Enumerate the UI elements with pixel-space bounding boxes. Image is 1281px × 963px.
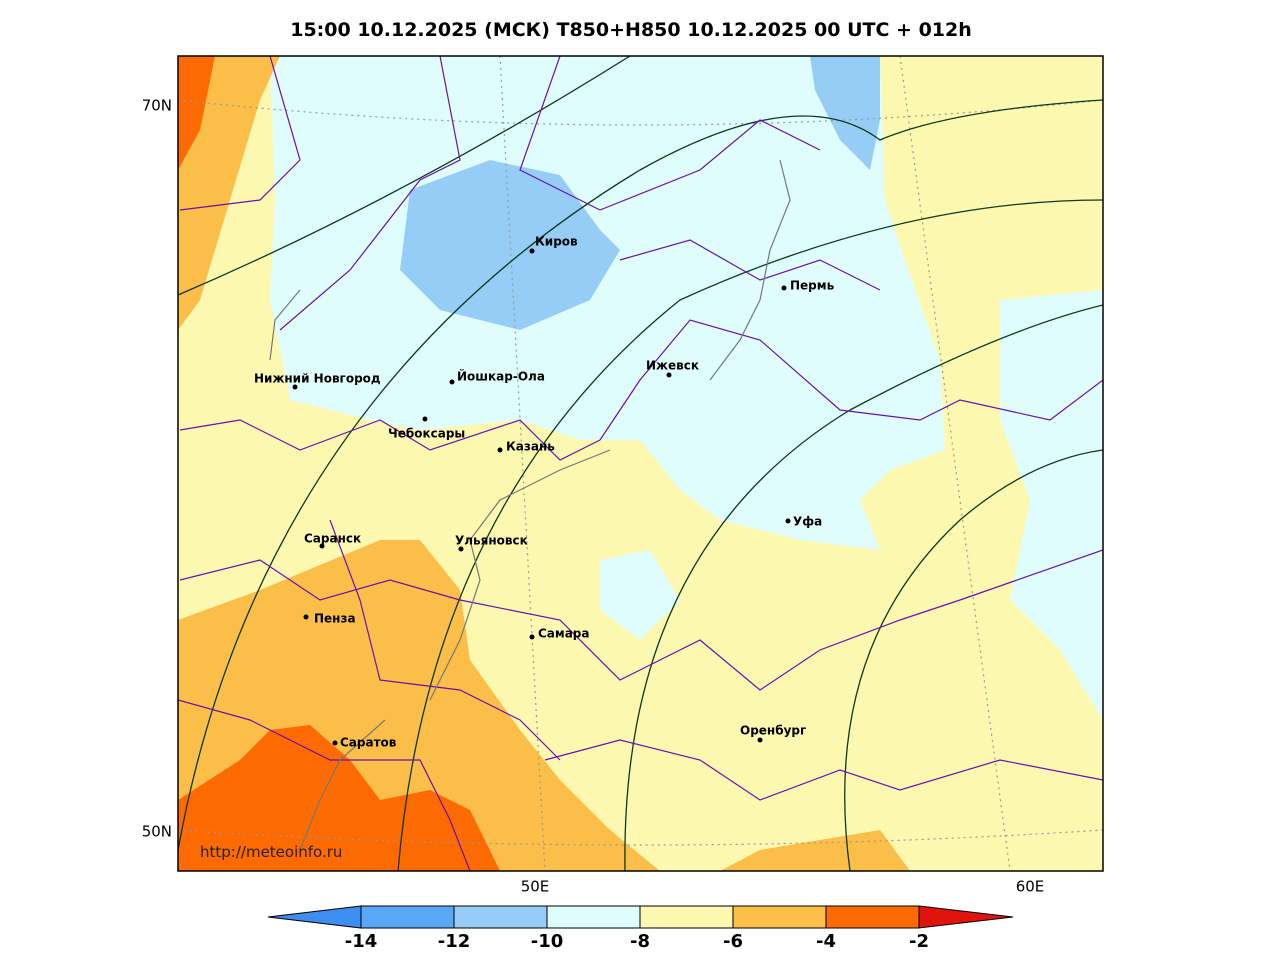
border — [544, 739, 1103, 801]
contour — [178, 56, 631, 296]
city-dot — [781, 285, 787, 291]
colorbar-segment — [546, 905, 641, 929]
colorbar-tick-label: -2 — [909, 931, 929, 952]
city-label: Самара — [538, 627, 590, 641]
lon-label: 60E — [1016, 878, 1045, 896]
city-dot — [332, 740, 338, 746]
field — [178, 725, 500, 871]
colorbar-tick-label: -14 — [345, 931, 378, 952]
city-label: Оренбург — [740, 724, 806, 738]
field — [810, 56, 880, 170]
river — [299, 719, 386, 851]
city-label: Нижний Новгород — [254, 372, 381, 386]
city-dot — [666, 372, 672, 378]
colorbar-tick-label: -12 — [438, 931, 471, 952]
border — [178, 699, 471, 871]
city-label: Пенза — [314, 612, 356, 626]
city-label: Саранск — [304, 532, 361, 546]
city-dot — [529, 634, 535, 640]
border — [179, 419, 601, 461]
city-dot — [785, 518, 791, 524]
city-label: Уфа — [793, 515, 822, 529]
field — [178, 56, 280, 330]
graticule — [178, 829, 1103, 846]
lon-label: 50E — [521, 878, 550, 896]
city-dot — [292, 384, 298, 390]
contour — [844, 449, 1103, 871]
border — [329, 519, 561, 761]
field — [600, 550, 680, 640]
colorbar-segment — [825, 905, 920, 929]
river — [269, 289, 301, 361]
contour — [178, 99, 1103, 851]
colorbar-segment — [453, 905, 548, 929]
city-label: Йошкар-Ола — [457, 369, 545, 384]
border — [519, 56, 821, 211]
credit: http://meteoinfo.ru — [200, 843, 342, 861]
colorbar-tick-label: -6 — [723, 931, 743, 952]
colorbar: -14 -12 -10 -8 -6 -4 -2 — [267, 905, 1014, 952]
colorbar-segment — [360, 905, 455, 929]
border — [619, 239, 881, 291]
colorbar-segment — [918, 905, 1014, 929]
city-label: Чебоксары — [388, 427, 465, 441]
border — [599, 319, 1103, 441]
map-area: Киров Пермь Ижевск Нижний Новгород Йошкар-Ол… — [178, 56, 1103, 871]
field — [1000, 290, 1103, 720]
colorbar-tick-label: -4 — [816, 931, 836, 952]
city-label: Ижевск — [646, 359, 699, 373]
border — [279, 56, 461, 331]
colorbar-segment — [732, 905, 827, 929]
border — [179, 559, 461, 601]
border — [459, 549, 1103, 691]
city-dot — [319, 543, 325, 549]
city-label: Казань — [506, 440, 555, 454]
field — [400, 160, 620, 330]
city-label: Ульяновск — [455, 534, 528, 548]
city-dot — [757, 737, 763, 743]
river — [709, 159, 791, 381]
city-label: Саратов — [340, 736, 397, 750]
colorbar-segment — [639, 905, 734, 929]
field — [720, 830, 910, 871]
city-label: Пермь — [790, 279, 835, 293]
lat-label: 70N — [142, 97, 172, 115]
lat-label: 50N — [142, 823, 172, 841]
graticule — [499, 56, 546, 871]
colorbar-tick-label: -8 — [630, 931, 650, 952]
contour — [397, 199, 1103, 871]
city-dot — [529, 248, 535, 254]
title: 15:00 10.12.2025 (МСК) T850+H850 10.12.2… — [290, 19, 972, 41]
border — [179, 56, 301, 211]
colorbar-tick-label: -10 — [531, 931, 564, 952]
city-dot — [497, 447, 503, 453]
city-dot — [422, 416, 428, 422]
map-frame — [177, 55, 1104, 872]
contour — [624, 304, 1103, 871]
colorbar-segment — [267, 905, 362, 929]
river — [429, 449, 611, 701]
city-label: Киров — [535, 235, 578, 249]
city-dot — [303, 614, 309, 620]
field — [178, 56, 215, 170]
graticule — [178, 99, 1103, 126]
graticule — [899, 56, 1011, 871]
city-dot — [458, 546, 464, 552]
city-dot — [449, 379, 455, 385]
